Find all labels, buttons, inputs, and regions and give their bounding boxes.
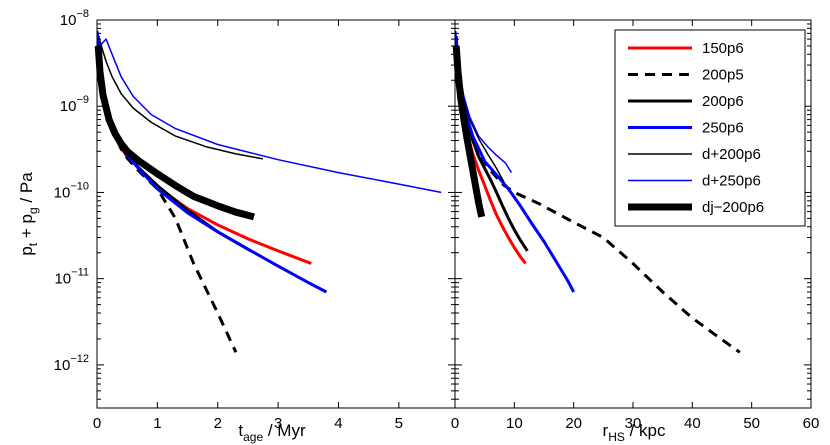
y-tick-label: 10−8	[60, 8, 89, 29]
y-label-unit: / Pa	[17, 172, 36, 208]
y-label-sub-t: t	[26, 242, 40, 246]
legend: 150p6 200p5 200p6 250p6 d+200p6 d+250p6 dj−200…	[614, 29, 806, 227]
legend-label: dj−200p6	[702, 199, 764, 216]
y-label-p: p	[17, 246, 36, 255]
right-series-line-dj200p6	[452, 45, 486, 218]
right-x-tick-label: 10	[506, 415, 523, 432]
left-series-line-dplus250p6	[96, 30, 442, 194]
left-x-tick-label: 1	[153, 415, 161, 432]
right-series-group	[452, 30, 741, 354]
left-x-tick-label: 4	[334, 415, 342, 432]
left-series-group	[94, 30, 442, 353]
y-tick-label: 10−12	[54, 353, 89, 374]
y-label-mid: + p	[17, 214, 36, 243]
right-x-tick-label: 60	[803, 415, 820, 432]
right-x-label-sub: HS	[608, 430, 625, 444]
y-tick-label: 10−11	[54, 267, 89, 288]
left-ticks-group: 0 1 2 3 4 5 10−12 10−11 10−10 10−9 10−8	[54, 8, 455, 432]
right-axes-frame	[454, 19, 812, 409]
left-plot-area	[97, 20, 455, 408]
left-panel: 0 1 2 3 4 5 10−12 10−11 10−10 10−9 10−8	[54, 8, 456, 432]
y-tick-label: 10−10	[54, 180, 89, 201]
y-tick-label: 10−9	[60, 94, 89, 115]
left-series-line-dj200p6	[94, 45, 255, 221]
left-x-label-t: t	[238, 421, 243, 440]
right-x-tick-label: 0	[451, 415, 459, 432]
right-x-label-unit: / kpc	[625, 421, 666, 440]
legend-label: 150p6	[702, 40, 744, 57]
legend-label: 200p6	[702, 93, 744, 110]
left-x-tick-label: 0	[93, 415, 101, 432]
right-x-axis-label: rHS / kpc	[603, 421, 666, 444]
y-axis-label: pt + pg / Pa	[17, 172, 40, 256]
left-x-axis-label: tage / Myr	[238, 421, 306, 444]
legend-label: 250p6	[702, 120, 744, 137]
left-x-tick-label: 3	[274, 415, 282, 432]
right-x-tick-label: 50	[743, 415, 760, 432]
right-x-tick-label: 20	[565, 415, 582, 432]
right-x-tick-label: 40	[684, 415, 701, 432]
right-x-tick-label: 30	[625, 415, 642, 432]
left-x-tick-label: 2	[214, 415, 222, 432]
legend-label: 200p5	[702, 67, 744, 84]
y-label-sub-g: g	[26, 207, 40, 214]
legend-label: d+250p6	[702, 173, 761, 190]
left-x-tick-label: 5	[395, 415, 403, 432]
legend-label: d+200p6	[702, 146, 761, 163]
left-x-label-sub: age	[243, 430, 263, 444]
left-x-label-unit: / Myr	[263, 421, 306, 440]
right-x-label-r: r	[603, 421, 609, 440]
